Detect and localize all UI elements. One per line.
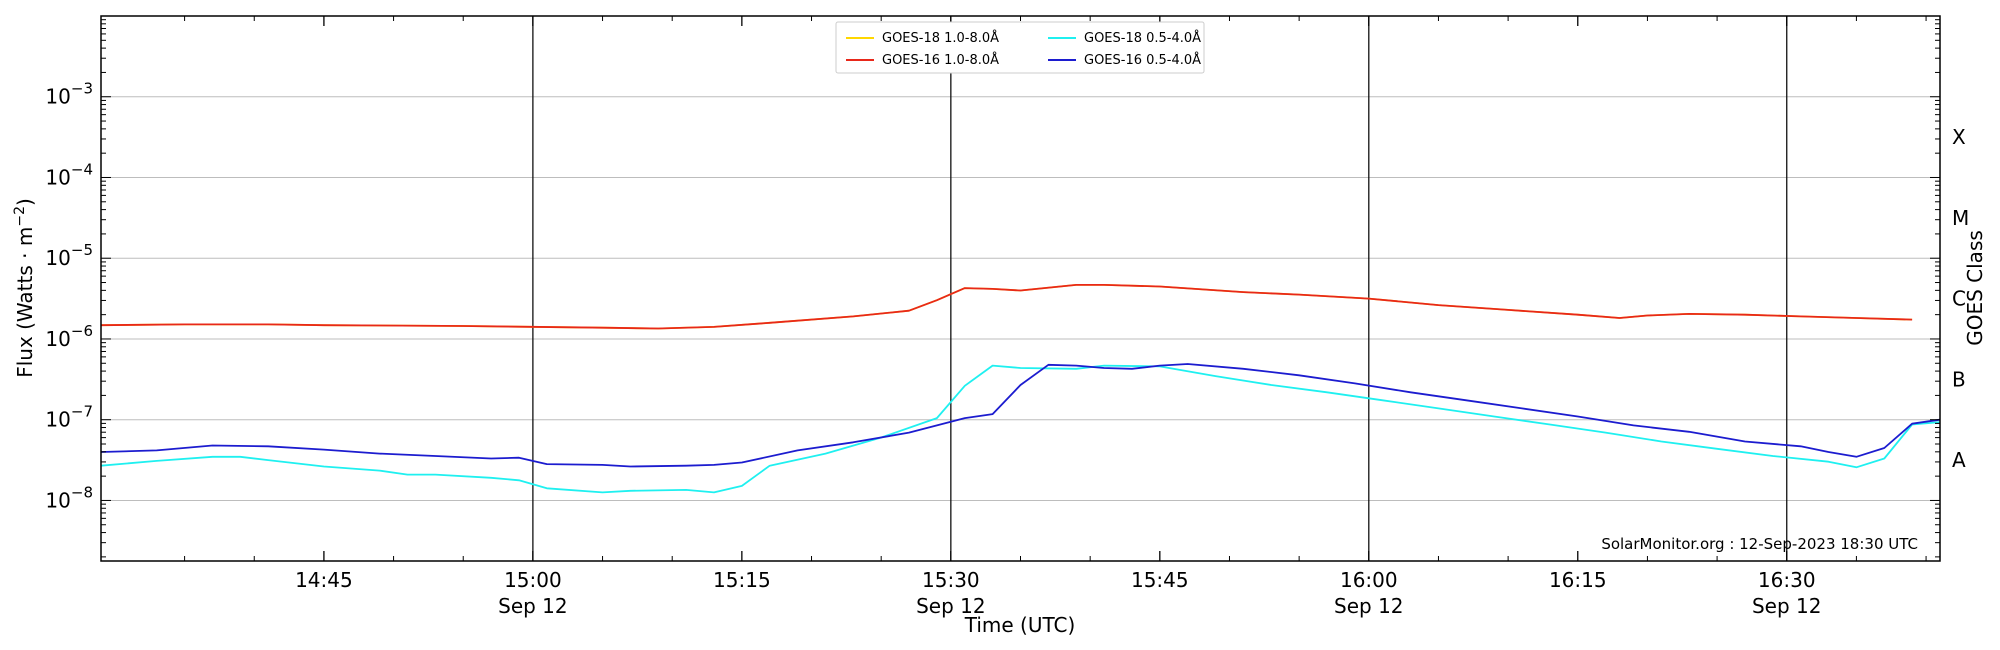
y-axis-title: Flux (Watts · m−2) [12, 198, 37, 378]
x-axis-title: Time (UTC) [964, 613, 1076, 637]
goes-class-label: X [1952, 125, 1966, 149]
right-axis-title: GOES Class [1963, 230, 1987, 346]
day-boundary-lines [532, 16, 1788, 561]
y-tick-labels: 10−8 10−7 10−6 10−5 10−4 10−3 [45, 80, 93, 513]
x-tick-label: 15:15 [713, 568, 771, 592]
y-tick-label: 10−4 [45, 160, 93, 189]
x-tick-label: 14:45 [295, 568, 353, 592]
goes-class-labels: A B C M X [1952, 125, 1969, 472]
x-tick-label: 15:30 [922, 568, 980, 592]
series-lines [100, 283, 1941, 494]
x-tick-label: 15:45 [1131, 568, 1189, 592]
plot-frame [100, 15, 1941, 562]
axis-ticks [101, 16, 1940, 561]
legend-label: GOES-18 0.5-4.0Å [1084, 30, 1201, 46]
x-tick-date-label: Sep 12 [916, 594, 986, 618]
x-tick-label: 16:15 [1549, 568, 1607, 592]
legend-label: GOES-16 0.5-4.0Å [1084, 52, 1201, 68]
x-tick-date-label: Sep 12 [1334, 594, 1404, 618]
goes-class-label: B [1952, 367, 1966, 391]
grid-lines [101, 96, 1940, 501]
y-tick-label: 10−8 [45, 483, 93, 512]
series-line-4 [100, 363, 1941, 468]
legend-box [835, 21, 1205, 74]
x-tick-label: 16:00 [1340, 568, 1398, 592]
x-tick-date-label: Sep 12 [498, 594, 568, 618]
y-tick-label: 10−3 [45, 80, 93, 109]
legend-label: GOES-16 1.0-8.0Å [882, 52, 999, 68]
source-annotation: SolarMonitor.org : 12-Sep-2023 18:30 UTC [1601, 535, 1918, 553]
series-line-3 [100, 364, 1941, 494]
goes-class-label: M [1952, 206, 1969, 230]
legend: GOES-18 1.0-8.0Å GOES-16 1.0-8.0Å GOES-18 … [835, 21, 1205, 74]
x-tick-label: 16:30 [1758, 568, 1816, 592]
goes-class-label: C [1952, 287, 1966, 311]
x-tick-date-label: Sep 12 [1752, 594, 1822, 618]
series-line-1 [100, 283, 1913, 330]
y-tick-label: 10−5 [45, 241, 93, 270]
x-tick-label: 15:00 [504, 568, 562, 592]
series-line-2 [100, 283, 1913, 330]
goes-class-label: A [1952, 448, 1966, 472]
y-tick-label: 10−6 [45, 322, 93, 351]
legend-label: GOES-18 1.0-8.0Å [882, 30, 999, 46]
y-tick-label: 10−7 [45, 403, 93, 432]
